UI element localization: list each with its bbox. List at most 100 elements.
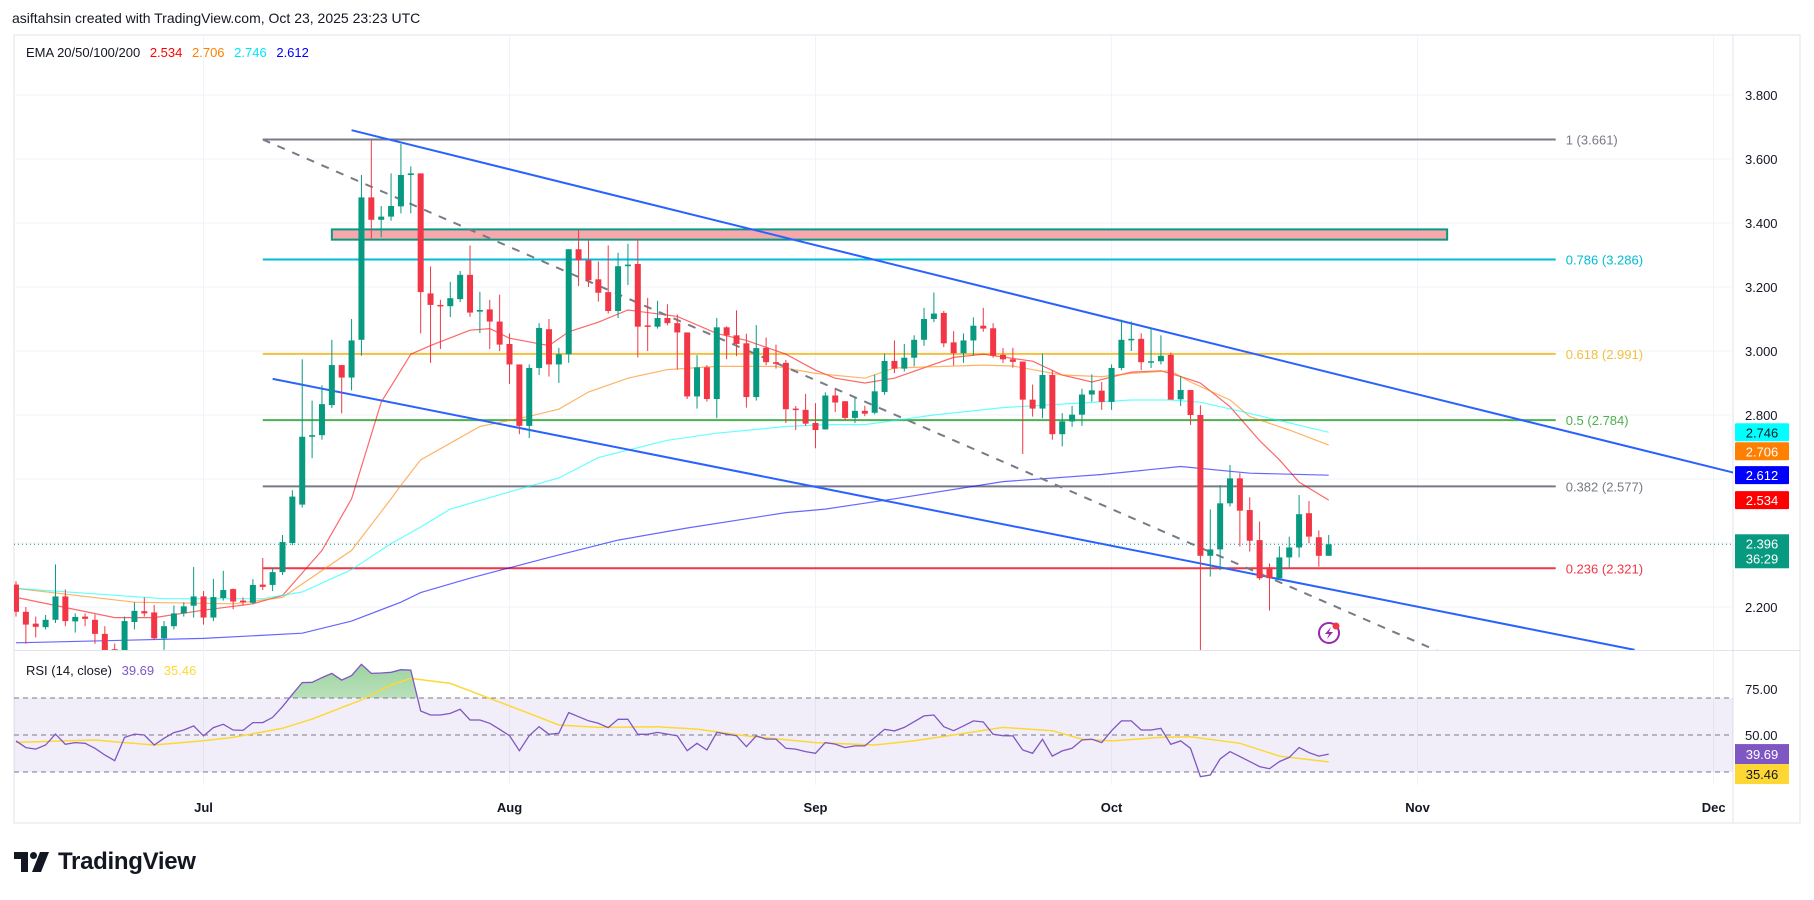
candle[interactable] xyxy=(792,406,799,431)
candle[interactable] xyxy=(1078,388,1085,426)
channel-trendline[interactable] xyxy=(272,377,1635,650)
candle[interactable] xyxy=(328,339,335,408)
candle[interactable] xyxy=(279,535,286,575)
candle[interactable] xyxy=(1069,406,1076,427)
candle[interactable] xyxy=(634,238,641,358)
candle[interactable] xyxy=(713,318,720,419)
main-pane[interactable] xyxy=(13,129,1734,655)
candle[interactable] xyxy=(526,364,533,439)
candle[interactable] xyxy=(723,326,730,360)
candle[interactable] xyxy=(309,400,316,459)
candle[interactable] xyxy=(467,245,474,317)
candle[interactable] xyxy=(1108,364,1115,410)
candle[interactable] xyxy=(802,393,809,426)
candle[interactable] xyxy=(1009,347,1016,368)
candle[interactable] xyxy=(506,333,513,384)
candle[interactable] xyxy=(1148,327,1155,368)
candle[interactable] xyxy=(950,331,957,366)
rsi-legend[interactable]: RSI (14, close) 39.69 35.46 xyxy=(26,663,202,678)
candle[interactable] xyxy=(161,621,168,650)
candle[interactable] xyxy=(812,403,819,449)
candle[interactable] xyxy=(1246,497,1253,552)
candle[interactable] xyxy=(1276,546,1283,580)
candle[interactable] xyxy=(13,581,19,617)
channel-trendline[interactable] xyxy=(351,129,1734,474)
candle[interactable] xyxy=(417,173,424,334)
candle[interactable] xyxy=(615,252,622,319)
candle[interactable] xyxy=(42,615,49,630)
candle[interactable] xyxy=(970,317,977,356)
candle[interactable] xyxy=(52,564,59,623)
candle[interactable] xyxy=(1000,348,1006,363)
candle[interactable] xyxy=(101,626,108,655)
candle[interactable] xyxy=(901,343,908,372)
candle[interactable] xyxy=(32,616,39,638)
candle[interactable] xyxy=(1286,536,1293,569)
candle[interactable] xyxy=(397,143,404,214)
candle[interactable] xyxy=(269,567,276,591)
candle[interactable] xyxy=(545,319,552,377)
candle[interactable] xyxy=(684,332,691,399)
candle[interactable] xyxy=(1187,390,1194,425)
candle[interactable] xyxy=(605,245,612,314)
candle[interactable] xyxy=(763,337,770,366)
candle[interactable] xyxy=(782,359,789,423)
candle[interactable] xyxy=(72,613,79,633)
candle[interactable] xyxy=(299,359,306,508)
candle[interactable] xyxy=(1118,319,1125,371)
candle[interactable] xyxy=(1157,335,1164,365)
candle[interactable] xyxy=(486,299,493,350)
candle[interactable] xyxy=(1167,352,1174,400)
candle[interactable] xyxy=(990,323,997,358)
candle[interactable] xyxy=(575,230,582,287)
candle[interactable] xyxy=(585,240,592,287)
candle[interactable] xyxy=(1177,375,1184,407)
candle[interactable] xyxy=(259,558,266,591)
candle[interactable] xyxy=(457,271,464,303)
candle[interactable] xyxy=(1207,509,1214,577)
candle[interactable] xyxy=(1029,384,1036,417)
candle[interactable] xyxy=(1217,485,1224,571)
candle[interactable] xyxy=(368,139,375,239)
candle[interactable] xyxy=(496,294,503,351)
resistance-zone[interactable] xyxy=(330,228,1449,241)
candle[interactable] xyxy=(1305,501,1312,544)
rsi-pane[interactable] xyxy=(14,663,1733,778)
candle[interactable] xyxy=(170,605,177,630)
candle[interactable] xyxy=(62,589,69,627)
candle[interactable] xyxy=(851,397,858,423)
candle[interactable] xyxy=(842,401,849,420)
candle[interactable] xyxy=(358,175,365,356)
ema-legend[interactable]: EMA 20/50/100/200 2.534 2.706 2.746 2.61… xyxy=(26,45,315,60)
candle[interactable] xyxy=(200,591,207,625)
candle[interactable] xyxy=(1059,413,1066,447)
candle[interactable] xyxy=(595,261,602,302)
candle[interactable] xyxy=(240,597,247,606)
candle[interactable] xyxy=(940,311,947,348)
candle[interactable] xyxy=(733,310,740,357)
candle[interactable] xyxy=(753,325,760,401)
candle[interactable] xyxy=(22,607,29,644)
candle[interactable] xyxy=(565,249,572,363)
candle[interactable] xyxy=(1128,321,1135,351)
candle[interactable] xyxy=(861,405,868,417)
candle[interactable] xyxy=(141,597,148,617)
candle[interactable] xyxy=(1019,361,1026,455)
candle[interactable] xyxy=(180,602,187,617)
candle[interactable] xyxy=(772,344,779,369)
candle[interactable] xyxy=(407,166,414,214)
candle[interactable] xyxy=(82,613,89,627)
candle[interactable] xyxy=(289,490,296,546)
candle[interactable] xyxy=(121,616,128,652)
candle[interactable] xyxy=(1098,382,1105,410)
candle[interactable] xyxy=(930,292,937,323)
candle[interactable] xyxy=(437,299,444,350)
candle[interactable] xyxy=(536,323,543,375)
candle[interactable] xyxy=(555,347,562,383)
candle[interactable] xyxy=(378,206,385,238)
candle[interactable] xyxy=(703,365,710,402)
candle[interactable] xyxy=(348,319,355,391)
candle[interactable] xyxy=(891,340,898,374)
candle[interactable] xyxy=(1197,405,1204,650)
